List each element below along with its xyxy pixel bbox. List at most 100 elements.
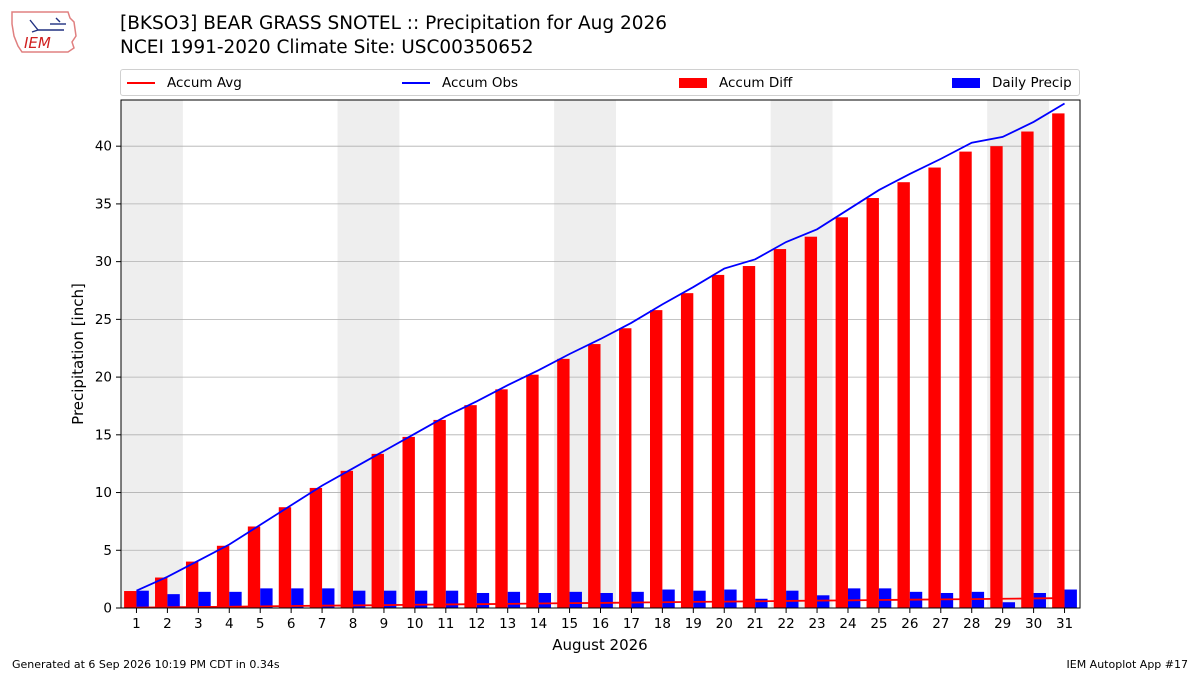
chart-subtitle: NCEI 1991-2020 Climate Site: USC00350652 [120, 37, 534, 58]
weekend-shade [770, 100, 833, 608]
daily-precip-bar [878, 588, 892, 608]
daily-precip-bar [507, 591, 521, 608]
daily-precip-bar [755, 598, 768, 608]
daily-precip-bar [971, 591, 985, 608]
daily-precip-bar [476, 592, 490, 608]
generated-timestamp: Generated at 6 Sep 2026 10:19 PM CDT in … [12, 658, 280, 671]
accum-diff-bar [216, 545, 230, 608]
legend-item-daily-precip: Daily Precip [952, 70, 1072, 95]
accum-diff-bar [835, 217, 848, 608]
accum-diff-bar [990, 146, 1003, 608]
accum-diff-bar [278, 507, 292, 608]
x-tick-label: 28 [963, 616, 980, 632]
legend-item-accum-diff: Accum Diff [679, 70, 792, 95]
x-tick-label: 15 [561, 616, 578, 632]
x-tick-label: 31 [1056, 616, 1073, 632]
daily-precip-bar [260, 588, 273, 608]
accum-avg-line [136, 597, 1065, 609]
accum-diff-bar [340, 470, 354, 608]
y-tick-label: 40 [95, 139, 112, 155]
daily-precip-bar [817, 595, 830, 608]
daily-precip-bar [1002, 602, 1016, 608]
accum-diff-bar [649, 310, 663, 608]
chart-title: [BKSO3] BEAR GRASS SNOTEL :: Precipitati… [120, 13, 668, 34]
accum-diff-bar [464, 405, 477, 608]
x-tick-label: 4 [225, 616, 234, 632]
daily-precip-bar [383, 590, 397, 608]
daily-precip-bar [569, 591, 582, 608]
x-tick-label: 26 [901, 616, 918, 632]
daily-precip-bar [940, 592, 954, 608]
accum-diff-bar [773, 249, 787, 608]
accum-diff-bar [959, 151, 972, 608]
y-tick-label: 10 [95, 485, 112, 501]
accum-diff-bar [124, 591, 137, 608]
chart-legend: Accum Avg Accum Obs Accum Diff Daily Pre… [120, 69, 1080, 96]
y-tick-label: 20 [95, 370, 112, 386]
x-tick-label: 9 [380, 616, 389, 632]
x-tick-label: 29 [994, 616, 1011, 632]
accum-diff-bar [309, 487, 323, 608]
accum-diff-bar [247, 526, 261, 608]
logo-text: IEM [24, 34, 51, 52]
accum-diff-bar [588, 344, 601, 608]
weekend-shade [337, 100, 400, 608]
daily-precip-bar [445, 590, 459, 608]
accum-diff-bar [557, 358, 570, 608]
weekend-shade [987, 100, 1050, 608]
x-tick-label: 13 [499, 616, 516, 632]
x-tick-label: 10 [406, 616, 423, 632]
x-tick-label: 21 [747, 616, 764, 632]
app-credit: IEM Autoplot App #17 [1066, 658, 1189, 671]
accum-diff-bar [402, 436, 415, 608]
daily-precip-bar [322, 588, 335, 608]
legend-label-accum-obs: Accum Obs [442, 74, 519, 91]
x-tick-label: 22 [778, 616, 795, 632]
daily-precip-bar [847, 588, 861, 608]
x-tick-label: 23 [808, 616, 825, 632]
accum-obs-line [136, 102, 1065, 592]
x-tick-label: 18 [654, 616, 671, 632]
daily-precip-bar [600, 592, 613, 608]
x-tick-label: 12 [468, 616, 485, 632]
daily-precip-bar [1033, 592, 1046, 608]
daily-precip-bar [136, 590, 149, 608]
legend-item-accum-avg: Accum Avg [127, 70, 242, 95]
x-tick-label: 16 [592, 616, 609, 632]
x-tick-label: 6 [287, 616, 296, 632]
accum-diff-bar [742, 266, 756, 608]
x-tick-label: 3 [194, 616, 203, 632]
accum-diff-bar [1052, 113, 1065, 608]
weekend-shade [554, 100, 616, 608]
x-tick-label: 14 [530, 616, 547, 632]
daily-precip-bar [198, 591, 211, 608]
y-tick-label: 5 [103, 543, 112, 559]
daily-precip-bar [167, 594, 180, 608]
accum-diff-bar [680, 293, 694, 608]
legend-swatch-accum-obs [402, 81, 430, 84]
x-tick-label: 20 [716, 616, 733, 632]
x-tick-label: 2 [163, 616, 172, 632]
legend-swatch-daily-precip [952, 77, 980, 88]
accum-diff-bar [804, 236, 818, 608]
daily-precip-bar [693, 590, 706, 608]
daily-precip-bar [1064, 589, 1077, 608]
x-tick-label: 19 [685, 616, 702, 632]
accum-diff-bar [1021, 131, 1034, 608]
accum-diff-bar [526, 374, 539, 608]
accum-diff-bar [495, 389, 508, 608]
accum-diff-bar [928, 167, 941, 609]
legend-swatch-accum-diff [679, 77, 707, 88]
legend-swatch-accum-avg [127, 81, 155, 84]
x-tick-label: 1 [132, 616, 141, 632]
legend-label-accum-avg: Accum Avg [167, 74, 242, 91]
x-tick-label: 17 [623, 616, 640, 632]
y-tick-label: 30 [95, 254, 112, 270]
plot-frame [120, 99, 1081, 609]
y-tick-label: 25 [95, 312, 112, 328]
daily-precip-bar [631, 591, 644, 608]
accum-diff-bar [711, 274, 725, 608]
x-tick-label: 30 [1025, 616, 1042, 632]
accum-diff-bar [185, 561, 199, 608]
